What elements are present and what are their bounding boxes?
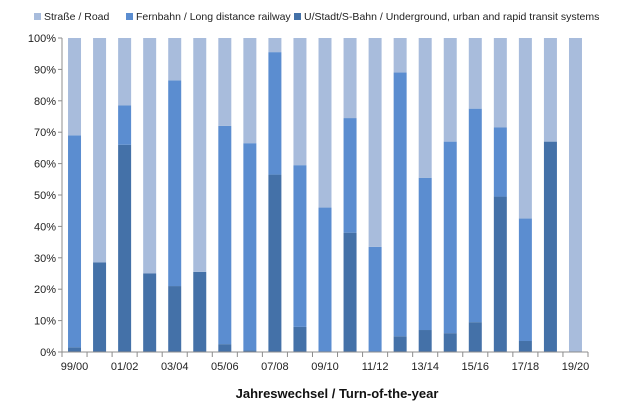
axes-layer: 0% 10% 20% 30% 40% 50% 60% 70% 80% 90% 100% 99/00 01…: [28, 33, 589, 373]
y-tick-label: 50%: [34, 190, 56, 202]
bar-segment-16-17-series-1: [493, 127, 507, 197]
x-tick-label: 15/16: [462, 361, 490, 373]
bar-segment-10-11-series-1: [343, 118, 357, 233]
bar-segment-12-13-series-0: [393, 336, 407, 352]
y-tick-label: 30%: [34, 253, 56, 265]
bar-segment-13-14-series-0: [418, 330, 432, 352]
bar-segment-10-11-series-2: [343, 38, 357, 119]
x-tick-label: 07/08: [261, 361, 289, 373]
bar-segment-05-06-series-0: [218, 344, 232, 352]
y-tick-label: 90%: [34, 64, 56, 76]
y-tick-label: 40%: [34, 221, 56, 233]
bar-segment-15-16-series-2: [468, 38, 482, 109]
legend: Straße / Road Fernbahn / Long distance ra…: [34, 11, 599, 23]
y-tick-label: 20%: [34, 284, 56, 296]
bar-segment-09-10-series-1: [318, 207, 332, 352]
bar-segment-03-04-series-2: [168, 38, 182, 81]
bar-segment-08-09-series-0: [293, 326, 307, 352]
bar-segment-17-18-series-0: [518, 341, 532, 352]
bar-segment-99-00-series-1: [68, 135, 82, 348]
y-tick-label: 80%: [34, 96, 56, 108]
legend-label: U/Stadt/S-Bahn / Underground, urban and …: [304, 11, 599, 23]
bar-segment-08-09-series-2: [293, 38, 307, 166]
bar-segment-15-16-series-1: [468, 108, 482, 323]
bar-segment-07-08-series-0: [268, 174, 282, 352]
x-tick-label: 99/00: [61, 361, 89, 373]
bar-segment-04-05-series-2: [193, 38, 207, 272]
bar-segment-00-01-series-0: [93, 262, 107, 352]
bar-segment-04-05-series-0: [193, 271, 207, 352]
x-tick-label: 13/14: [411, 361, 439, 373]
legend-swatch: [34, 13, 41, 20]
bar-segment-06-07-series-1: [243, 143, 257, 351]
bar-segment-12-13-series-1: [393, 72, 407, 337]
bar-segment-14-15-series-2: [443, 38, 457, 142]
y-tick-label: 70%: [34, 127, 56, 139]
bar-segment-06-07-series-0: [243, 350, 257, 352]
bar-segment-12-13-series-2: [393, 38, 407, 73]
bar-segment-14-15-series-1: [443, 141, 457, 334]
bar-segment-15-16-series-0: [468, 322, 482, 352]
bar-segment-08-09-series-1: [293, 165, 307, 327]
bar-segment-02-03-series-2: [143, 38, 157, 274]
x-tick-label: 01/02: [111, 361, 139, 373]
y-tick-label: 0%: [40, 347, 56, 359]
bar-segment-14-15-series-0: [443, 333, 457, 352]
bar-segment-13-14-series-2: [418, 38, 432, 178]
bar-segment-05-06-series-2: [218, 38, 232, 126]
bar-segment-09-10-series-2: [318, 38, 332, 208]
bar-segment-01-02-series-0: [118, 144, 132, 352]
legend-swatch: [294, 13, 301, 20]
bar-segment-99-00-series-0: [68, 347, 82, 352]
bar-segment-03-04-series-0: [168, 286, 182, 352]
bar-segment-19-20-series-2: [568, 38, 582, 352]
bar-segment-02-03-series-0: [143, 273, 157, 352]
x-tick-label: 19/20: [562, 361, 590, 373]
y-tick-label: 60%: [34, 159, 56, 171]
bars-layer: [68, 38, 582, 352]
bar-segment-11-12-series-2: [368, 38, 382, 247]
bar-segment-07-08-series-1: [268, 52, 282, 175]
bar-segment-16-17-series-0: [493, 196, 507, 352]
bar-segment-16-17-series-2: [493, 38, 507, 128]
bar-segment-00-01-series-2: [93, 38, 107, 263]
x-axis-title: Jahreswechsel / Turn-of-the-year: [236, 386, 439, 401]
x-tick-label: 05/06: [211, 361, 239, 373]
legend-label: Fernbahn / Long distance railway: [136, 11, 291, 23]
bar-segment-13-14-series-1: [418, 177, 432, 331]
x-tick-label: 11/12: [362, 361, 389, 373]
x-tick-label: 17/18: [512, 361, 540, 373]
bar-segment-99-00-series-2: [68, 38, 82, 136]
x-tick-label: 03/04: [161, 361, 189, 373]
bar-segment-17-18-series-1: [518, 218, 532, 342]
bar-segment-05-06-series-1: [218, 125, 232, 345]
x-tick-label: 09/10: [311, 361, 339, 373]
bar-segment-17-18-series-2: [518, 38, 532, 219]
bar-segment-01-02-series-1: [118, 105, 132, 145]
bar-segment-18-19-series-0: [543, 141, 557, 352]
bar-segment-07-08-series-2: [268, 38, 282, 53]
legend-swatch: [126, 13, 133, 20]
y-tick-label: 10%: [34, 316, 56, 328]
bar-segment-01-02-series-2: [118, 38, 132, 106]
bar-segment-03-04-series-1: [168, 80, 182, 287]
bar-segment-06-07-series-2: [243, 38, 257, 144]
legend-label: Straße / Road: [44, 11, 110, 23]
bar-segment-10-11-series-0: [343, 232, 357, 352]
bar-segment-18-19-series-2: [543, 38, 557, 142]
bar-segment-11-12-series-1: [368, 246, 382, 352]
y-tick-label: 100%: [28, 33, 56, 45]
